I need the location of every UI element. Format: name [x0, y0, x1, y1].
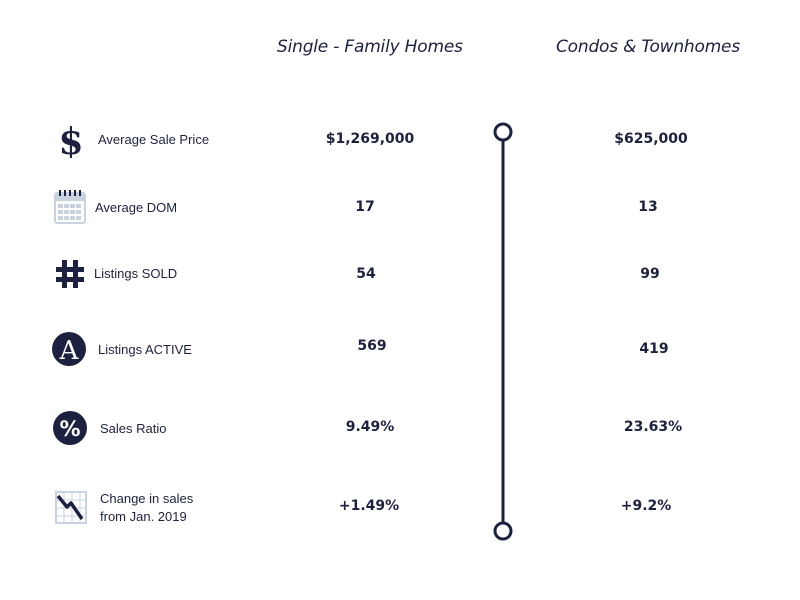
label-listings-active: Listings ACTIVE: [98, 342, 192, 357]
value-condo-average-dom: 13: [638, 199, 658, 215]
value-condo-listings-sold: 99: [640, 266, 660, 282]
svg-text:A: A: [59, 336, 80, 366]
value-sf-listings-active: 569: [357, 338, 387, 354]
value-condo-average-sale-price: $625,000: [614, 131, 688, 147]
label-sales-ratio: Sales Ratio: [100, 421, 167, 436]
calendar-icon: [54, 190, 86, 224]
label-change-in-sales-line1: Change in sales: [100, 491, 194, 506]
value-sf-sales-ratio: 9.49%: [345, 419, 395, 435]
value-condo-sales-ratio: 23.63%: [623, 419, 683, 435]
value-sf-change-in-sales: +1.49%: [338, 498, 400, 514]
value-sf-average-dom: 17: [355, 199, 375, 215]
trend-down-icon: [55, 491, 87, 524]
value-condo-change-in-sales: +9.2%: [620, 498, 672, 514]
dollar-icon: $: [58, 122, 83, 158]
svg-text:%: %: [59, 417, 80, 441]
percent-icon: %: [53, 411, 87, 445]
letter-a-icon: A: [52, 332, 86, 366]
label-average-sale-price: Average Sale Price: [98, 132, 210, 147]
label-change-in-sales-line2: from Jan. 2019: [100, 509, 187, 524]
value-sf-listings-sold: 54: [356, 266, 376, 282]
header-condos-townhomes: Condos & Townhomes: [556, 37, 740, 57]
label-listings-sold: Listings SOLD: [94, 266, 178, 281]
svg-text:$: $: [58, 122, 83, 158]
header-single-family: Single - Family Homes: [277, 37, 463, 57]
hashtag-icon: [56, 260, 84, 288]
value-condo-listings-active: 419: [639, 341, 669, 357]
value-sf-average-sale-price: $1,269,000: [325, 131, 415, 147]
label-average-dom: Average DOM: [95, 200, 178, 215]
